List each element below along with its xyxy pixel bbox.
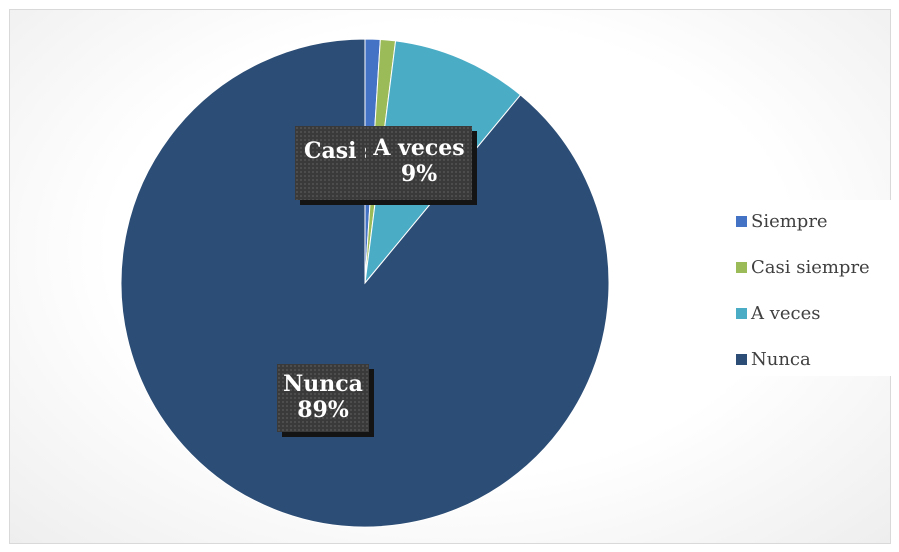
legend-swatch-nunca <box>736 353 747 365</box>
legend-item-a-veces: A veces <box>736 301 821 325</box>
legend-swatch-casi-siempre <box>736 261 747 273</box>
data-label-a-veces: A veces 9% <box>366 126 472 200</box>
legend-label-nunca: Nunca <box>751 348 811 370</box>
data-label-nunca-value: 89% <box>297 397 349 423</box>
data-label-nunca: Nunca 89% <box>277 364 369 432</box>
legend-swatch-a-veces <box>736 307 747 319</box>
legend-swatch-siempre <box>736 215 747 227</box>
legend-label-a-veces: A veces <box>751 302 821 324</box>
pie-slice-nunca <box>120 38 610 528</box>
legend-item-nunca: Nunca <box>736 347 811 371</box>
data-label-nunca-text: Nunca <box>283 371 363 397</box>
legend-label-casi-siempre: Casi siempre <box>751 256 870 278</box>
legend-item-casi-siempre: Casi siempre <box>736 255 870 279</box>
data-label-casi-siempre: Casi s <box>295 126 430 200</box>
data-label-a-veces-text: A veces <box>373 135 465 161</box>
data-label-a-veces-value: 9% <box>400 161 438 187</box>
legend: Siempre Casi siempre A veces Nunca <box>729 200 897 376</box>
legend-item-siempre: Siempre <box>736 209 828 233</box>
legend-label-siempre: Siempre <box>751 210 828 232</box>
chart-area: Casi s A veces 9% Nunca 89% Siempre Casi… <box>9 9 897 544</box>
data-label-casi-siempre-text: Casi s <box>304 138 377 164</box>
